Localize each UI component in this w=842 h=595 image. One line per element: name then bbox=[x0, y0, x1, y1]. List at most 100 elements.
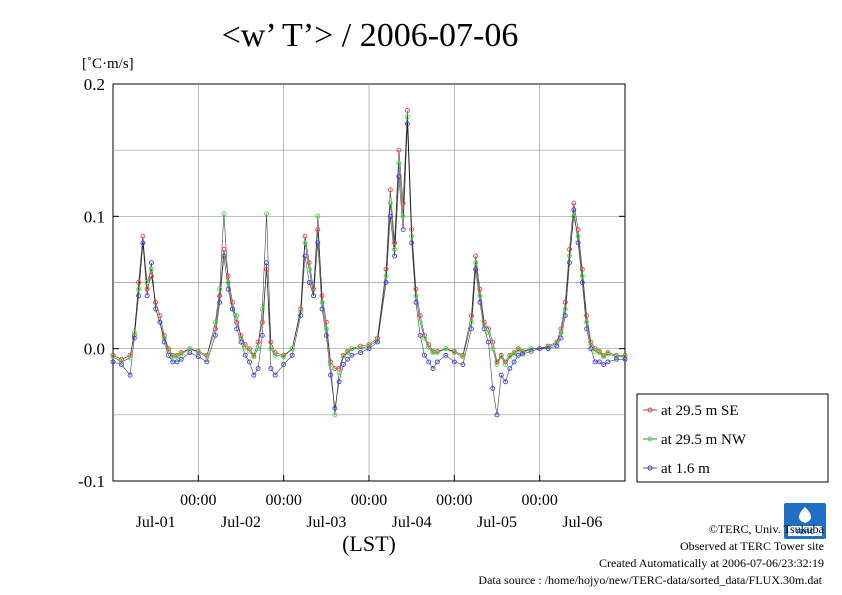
data-point bbox=[460, 362, 466, 367]
data-point bbox=[571, 213, 577, 219]
data-point bbox=[336, 370, 342, 375]
data-point bbox=[571, 200, 577, 206]
data-point bbox=[468, 319, 474, 325]
data-point bbox=[306, 260, 312, 266]
x-tick-label: 00:00 bbox=[436, 492, 472, 509]
data-point bbox=[426, 359, 432, 365]
data-point bbox=[119, 359, 124, 365]
data-point bbox=[238, 339, 244, 345]
data-point bbox=[221, 246, 227, 252]
data-point bbox=[503, 362, 508, 367]
data-point bbox=[588, 339, 594, 345]
chart-title: <w’ T’> / 2006-07-06 bbox=[222, 17, 519, 54]
data-point bbox=[345, 350, 351, 356]
data-point bbox=[264, 266, 270, 272]
data-point bbox=[413, 299, 419, 305]
data-point bbox=[161, 339, 167, 345]
data-point bbox=[605, 359, 611, 365]
data-point bbox=[614, 354, 619, 360]
data-point bbox=[332, 405, 338, 411]
data-point bbox=[481, 319, 487, 325]
data-point bbox=[554, 340, 560, 346]
credit-copyright: ©TERC, Univ. Tsukuba bbox=[709, 522, 825, 536]
data-point bbox=[259, 306, 265, 312]
data-point bbox=[507, 366, 513, 371]
data-point bbox=[383, 266, 389, 272]
data-point bbox=[588, 346, 594, 352]
data-point bbox=[426, 342, 432, 348]
data-point bbox=[537, 346, 543, 352]
data-point bbox=[490, 385, 496, 391]
data-point bbox=[127, 372, 133, 378]
data-point bbox=[426, 344, 432, 350]
data-point bbox=[417, 332, 423, 338]
data-point bbox=[562, 299, 568, 305]
data-point bbox=[315, 227, 321, 233]
data-point bbox=[306, 280, 312, 285]
data-point bbox=[195, 354, 201, 360]
data-point bbox=[161, 332, 167, 338]
data-point bbox=[251, 372, 257, 378]
logo-text: TERC bbox=[795, 529, 814, 536]
data-point bbox=[477, 286, 483, 292]
data-point bbox=[217, 286, 223, 292]
x-day-label: Jul-02 bbox=[221, 514, 261, 531]
data-point bbox=[494, 359, 500, 365]
data-point bbox=[131, 330, 137, 336]
data-point bbox=[413, 293, 419, 299]
data-point bbox=[473, 260, 479, 266]
data-point bbox=[110, 354, 116, 360]
data-point bbox=[584, 319, 590, 325]
data-point bbox=[511, 351, 517, 357]
data-point bbox=[174, 354, 180, 360]
data-point bbox=[498, 372, 504, 378]
data-point bbox=[144, 286, 150, 292]
data-point bbox=[349, 346, 355, 352]
data-point bbox=[422, 335, 427, 341]
data-point bbox=[554, 343, 560, 349]
data-point bbox=[358, 343, 363, 349]
data-point bbox=[511, 359, 517, 365]
data-point bbox=[315, 213, 321, 219]
data-point bbox=[298, 313, 304, 319]
data-point bbox=[443, 352, 449, 358]
data-point bbox=[328, 362, 334, 367]
data-point bbox=[119, 362, 124, 367]
series-markers bbox=[110, 121, 628, 418]
data-point bbox=[281, 362, 287, 367]
data-point bbox=[234, 326, 240, 332]
logo-strip bbox=[788, 526, 822, 536]
credit-created: Created Automatically at 2006-07-06/23:3… bbox=[599, 556, 824, 570]
data-point bbox=[622, 354, 628, 360]
data-point bbox=[498, 354, 504, 360]
x-day-label: Jul-01 bbox=[136, 514, 176, 531]
data-point bbox=[204, 354, 210, 360]
data-point bbox=[255, 366, 261, 371]
data-point bbox=[477, 293, 483, 299]
data-point bbox=[157, 319, 163, 325]
legend-marker bbox=[647, 407, 653, 413]
data-point bbox=[434, 359, 440, 365]
y-tick-label: -0.1 bbox=[78, 472, 105, 491]
data-point bbox=[289, 346, 295, 352]
data-point bbox=[319, 299, 325, 305]
data-point bbox=[340, 354, 346, 360]
data-point bbox=[387, 213, 393, 219]
data-point bbox=[375, 339, 380, 345]
data-point bbox=[247, 348, 252, 354]
data-point bbox=[575, 240, 581, 246]
data-point bbox=[392, 240, 398, 246]
data-point bbox=[490, 346, 496, 352]
data-point bbox=[614, 356, 619, 362]
y-tick-labels: 0.2 0.1 0.0 -0.1 bbox=[78, 75, 625, 491]
data-point bbox=[579, 266, 585, 272]
legend-label: at 29.5 m NW bbox=[661, 432, 747, 448]
data-point bbox=[323, 319, 329, 325]
data-point bbox=[230, 299, 235, 305]
data-point bbox=[217, 299, 223, 305]
data-point bbox=[575, 227, 581, 233]
data-point bbox=[157, 313, 163, 319]
data-point bbox=[174, 359, 180, 365]
data-point bbox=[140, 240, 146, 246]
data-point bbox=[584, 313, 590, 319]
